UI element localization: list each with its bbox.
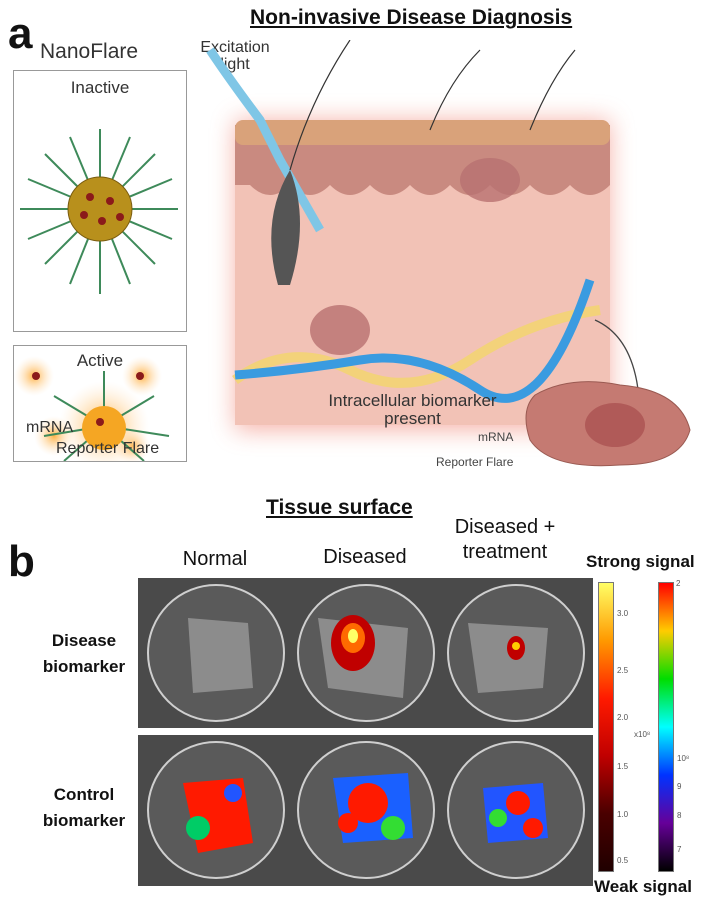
colorbar-left-tick: 0.5 <box>617 856 629 865</box>
colorbar-right <box>658 582 674 872</box>
strong-signal-label: Strong signal <box>586 552 695 571</box>
row-label-control: Control biomarker <box>42 785 126 830</box>
control-signal <box>183 773 548 853</box>
colorbar-right-tick: 7 <box>677 845 682 854</box>
colorbar-right-tick: 9 <box>677 782 682 791</box>
panel-b-letter: b <box>8 537 35 586</box>
colorbar-right-tick: 8 <box>677 811 682 820</box>
colorbar-right-tick: 2 <box>676 579 681 588</box>
cell-reporter-label: Reporter Flare <box>436 455 514 469</box>
colorbar-left-tick: 2.5 <box>617 666 629 675</box>
column-label-normal: Normal <box>182 548 248 570</box>
colorbar-left-tick: 3.0 <box>617 609 629 618</box>
biomarker-label: Intracellular biomarker present <box>295 392 530 428</box>
blood-vessel <box>234 278 595 403</box>
row-label-disease: Disease biomarker <box>42 631 126 676</box>
column-label-diseased: Diseased <box>323 546 407 568</box>
column-label-treatment: Diseased + treatment <box>454 516 556 563</box>
active-nanoflare-icon <box>14 356 170 461</box>
skin-illustration <box>206 40 691 467</box>
disease-signal <box>331 615 525 671</box>
weak-signal-label: Weak signal <box>594 877 692 896</box>
active-box: Active mRNA Reporter Flare <box>13 345 187 462</box>
biomarker-label-line1: Intracellular biomarker <box>328 391 497 410</box>
colorbar-right-tick: 10⁸ <box>677 754 690 763</box>
tissue-images <box>138 578 593 886</box>
colorbar-left-tick: 2.0 <box>617 713 629 722</box>
inactive-label: Inactive <box>70 78 130 97</box>
cell-mrna-label: mRNA <box>478 430 514 444</box>
colorbar-left-tick: 1.0 <box>617 810 629 819</box>
panel-a-letter: a <box>8 9 33 58</box>
biomarker-label-line2: present <box>384 408 441 428</box>
inactive-box: Inactive <box>13 70 187 332</box>
active-reporter-label: Reporter Flare <box>56 440 160 457</box>
colorbar-left-multiplier: x10⁸ <box>634 730 651 739</box>
active-mrna-label: mRNA <box>26 419 74 436</box>
nanoflare-title: NanoFlare <box>40 40 139 63</box>
panel-a-title: Non-invasive Disease Diagnosis <box>250 6 573 29</box>
colorbar-left-tick: 1.5 <box>617 762 629 771</box>
colorbar-left <box>598 582 614 872</box>
panel-b-title: Tissue surface <box>266 496 413 519</box>
excitation-light-arrow <box>206 47 324 233</box>
inactive-nanoflare-icon <box>20 129 178 294</box>
active-label: Active <box>76 351 124 370</box>
